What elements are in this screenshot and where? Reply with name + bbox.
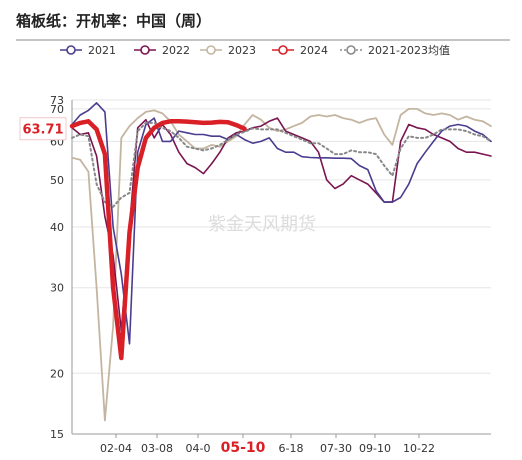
last-value-badge: 63.71 (19, 117, 67, 141)
x-tick-label: 10-22 (403, 442, 435, 455)
x-tick-label: 04-0 (186, 442, 211, 455)
legend-label-avg: 2021-2023均值 (368, 44, 450, 57)
x-tick-label-highlight: 05-10 (221, 440, 266, 456)
y-tick-label: 30 (50, 282, 64, 295)
legend-marker-avg (346, 45, 356, 55)
legend-marker-2023 (206, 45, 216, 55)
legend-marker-2024 (278, 45, 288, 55)
y-tick-label: 20 (50, 367, 64, 380)
series-lines (69, 102, 492, 422)
x-tick-label: 03-08 (141, 442, 173, 455)
chart-title: 箱板纸：开机率：中国（周） (16, 12, 211, 30)
watermark: 紫金天风期货 (208, 214, 316, 235)
x-tick-label: 09-10 (359, 442, 391, 455)
x-tick-label: 02-04 (100, 442, 132, 455)
legend: 2021 2022 2023 2024 2021-2023均值 (60, 44, 450, 57)
legend-label-2023: 2023 (228, 44, 256, 57)
x-axis: 02-04 03-08 04-0 05-10 6-18 07-30 09-10 10-22 (72, 433, 491, 456)
x-tick-label: 07-30 (320, 442, 352, 455)
y-tick-label: 15 (50, 428, 64, 441)
series-line-2024 (69, 119, 247, 361)
y-tick-label: 50 (50, 174, 64, 187)
last-value-box (19, 117, 67, 141)
y-tick-label: 40 (50, 221, 64, 234)
series-line-2021 (71, 102, 492, 345)
legend-label-2022: 2022 (162, 44, 190, 57)
y-tick-label: 73 (50, 94, 64, 107)
legend-label-2024: 2024 (300, 44, 328, 57)
series-line-avg (71, 121, 492, 208)
legend-marker-2022 (140, 45, 150, 55)
legend-marker-2021 (66, 45, 76, 55)
x-tick-label: 6-18 (279, 442, 304, 455)
last-value-label: 63.71 (22, 123, 63, 138)
y-tick-label: 70 (50, 103, 64, 116)
legend-label-2021: 2021 (88, 44, 116, 57)
series-line-2022 (71, 117, 492, 332)
